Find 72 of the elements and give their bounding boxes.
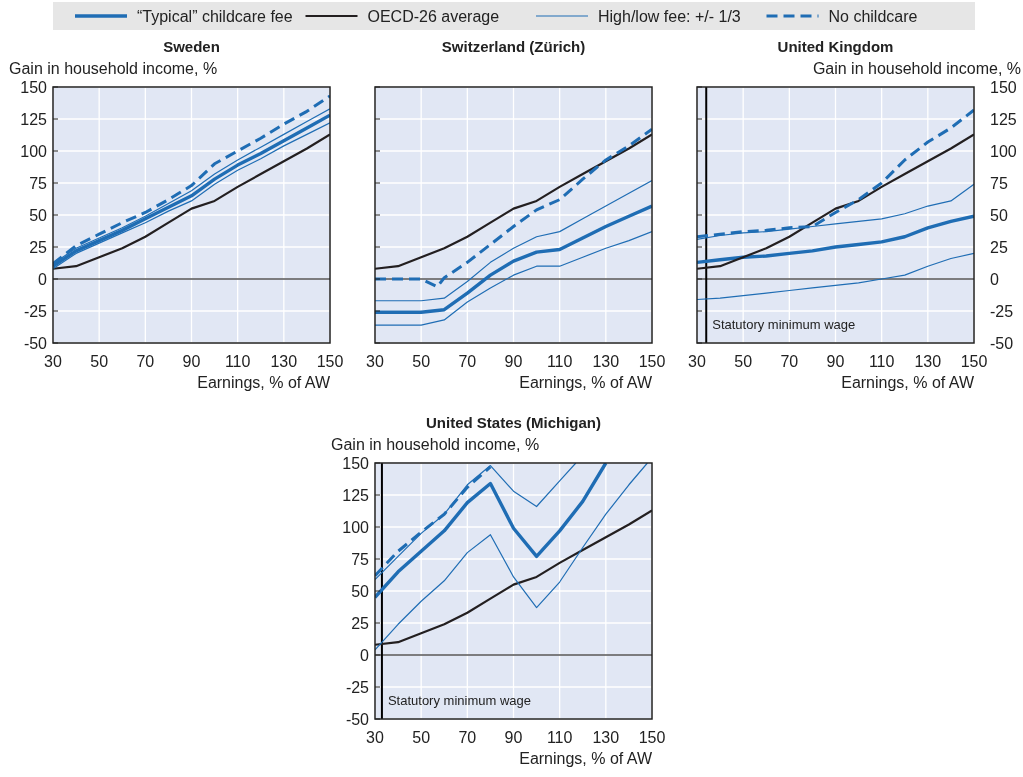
y2-tick-label: 75 [990,175,1008,192]
y2-tick-label: -25 [990,303,1014,320]
y-tick-label: 0 [360,647,370,664]
y-tick-label: 150 [20,79,48,96]
ref-line-label: Statutory minimum wage [712,317,856,332]
x-tick-label: 50 [734,353,753,370]
y-tick-label: 50 [351,583,370,600]
y-tick-label: 0 [38,271,48,288]
chart-title: Sweden [163,38,220,55]
x-axis-title: Earnings, % of AW [519,750,653,767]
y2-tick-label: 0 [990,271,999,288]
chart-title: United Kingdom [777,38,894,55]
x-tick-label: 110 [546,729,573,746]
y2-tick-label: -50 [990,335,1014,352]
legend-label: High/low fee: +/- 1/3 [598,8,741,25]
y2-axis-title: Gain in household income, % [812,60,1021,77]
x-tick-label: 70 [136,353,155,370]
y-tick-label: -50 [23,335,48,352]
y-tick-label: 75 [351,551,370,568]
x-tick-label: 30 [44,353,62,370]
x-tick-label: 150 [638,353,666,370]
ref-line-label: Statutory minimum wage [387,693,531,708]
y-tick-label: -25 [23,303,48,320]
y-tick-label: 75 [29,175,48,192]
y-tick-label: 25 [351,615,370,632]
chart-title: United States (Michigan) [425,414,602,431]
legend-label: No childcare [828,8,918,25]
y-tick-label: 100 [20,143,48,160]
y2-tick-label: 25 [990,239,1008,256]
y-axis-title: Gain in household income, % [9,60,218,77]
x-tick-label: 130 [914,353,942,370]
x-tick-label: 130 [270,353,298,370]
x-tick-label: 150 [960,353,988,370]
x-tick-label: 150 [638,729,666,746]
y-tick-label: 25 [29,239,48,256]
x-tick-label: 90 [504,729,523,746]
y-tick-label: 50 [29,207,48,224]
x-tick-label: 150 [316,353,344,370]
x-axis-title: Earnings, % of AW [197,374,331,391]
x-tick-label: 90 [182,353,201,370]
x-tick-label: 30 [366,353,384,370]
x-tick-label: 50 [90,353,109,370]
x-tick-label: 50 [412,729,431,746]
y-tick-label: -25 [345,679,370,696]
x-tick-label: 70 [780,353,799,370]
y2-tick-label: 150 [990,79,1017,96]
x-tick-label: 90 [504,353,523,370]
legend-label: “Typical” childcare fee [137,8,293,25]
x-tick-label: 70 [458,729,477,746]
x-tick-label: 130 [592,729,620,746]
x-axis-title: Earnings, % of AW [519,374,653,391]
x-tick-label: 50 [412,353,431,370]
y-tick-label: 125 [342,487,370,504]
x-tick-label: 90 [826,353,845,370]
y2-tick-label: 100 [990,143,1017,160]
x-tick-label: 70 [458,353,477,370]
x-axis-title: Earnings, % of AW [841,374,975,391]
y-tick-label: 150 [342,455,370,472]
x-tick-label: 110 [546,353,573,370]
x-tick-label: 30 [688,353,706,370]
y-tick-label: -50 [345,711,370,728]
y2-tick-label: 50 [990,207,1008,224]
y-tick-label: 100 [342,519,370,536]
x-tick-label: 110 [224,353,251,370]
chart-title: Switzerland (Zürich) [441,38,586,55]
y-tick-label: 125 [20,111,48,128]
y-axis-title: Gain in household income, % [331,436,540,453]
x-tick-label: 130 [592,353,620,370]
x-tick-label: 110 [868,353,895,370]
y2-tick-label: 125 [990,111,1017,128]
legend-label: OECD-26 average [367,8,500,25]
x-tick-label: 30 [366,729,384,746]
